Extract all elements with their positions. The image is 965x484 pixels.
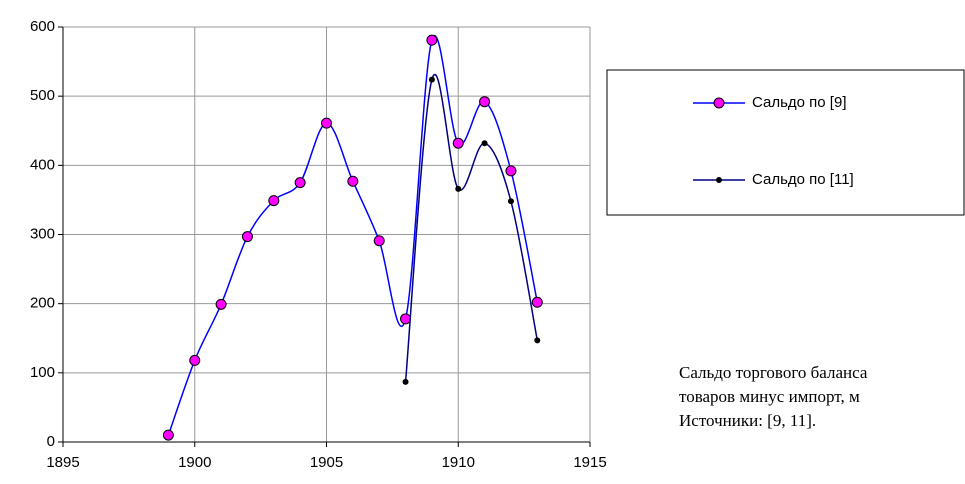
annotation: Источники: [9, 11].: [679, 411, 816, 430]
marker: [400, 313, 412, 325]
y-tick-label: 300: [30, 225, 55, 242]
legend-label: Сальдо по [9]: [752, 94, 846, 111]
marker: [347, 175, 359, 187]
marker: [452, 137, 464, 149]
legend-box: [606, 69, 965, 216]
marker: [531, 296, 543, 308]
marker: [268, 195, 280, 207]
marker: [481, 140, 488, 147]
y-tick-label: 100: [30, 364, 55, 381]
x-tick-label: 1915: [573, 454, 606, 471]
y-tick-label: 200: [30, 295, 55, 312]
legend-label: Сальдо по [11]: [752, 171, 854, 188]
marker: [534, 337, 541, 344]
annotation: товаров минус импорт, м: [679, 387, 860, 406]
marker: [428, 76, 435, 83]
x-tick-label: 1905: [310, 454, 343, 471]
y-tick-label: 600: [30, 18, 55, 35]
line: [167, 35, 539, 436]
marker: [294, 177, 306, 189]
marker: [215, 298, 227, 310]
marker: [402, 378, 409, 385]
x-tick-label: 1910: [442, 454, 475, 471]
marker: [373, 235, 385, 247]
x-tick-label: 1900: [178, 454, 211, 471]
marker: [241, 231, 253, 243]
marker: [716, 177, 722, 183]
marker: [321, 117, 332, 129]
marker: [507, 198, 514, 205]
y-tick-label: 0: [47, 433, 55, 450]
marker: [455, 185, 462, 192]
marker: [189, 354, 201, 366]
marker: [505, 165, 517, 177]
marker: [479, 96, 491, 108]
marker: [426, 34, 438, 46]
x-tick-label: 1895: [46, 454, 79, 471]
y-tick-label: 400: [30, 156, 55, 173]
y-tick-label: 500: [30, 87, 55, 104]
annotation: Сальдо торгового баланса: [679, 363, 868, 382]
line: [404, 74, 539, 382]
marker: [162, 429, 174, 441]
marker: [713, 97, 725, 109]
